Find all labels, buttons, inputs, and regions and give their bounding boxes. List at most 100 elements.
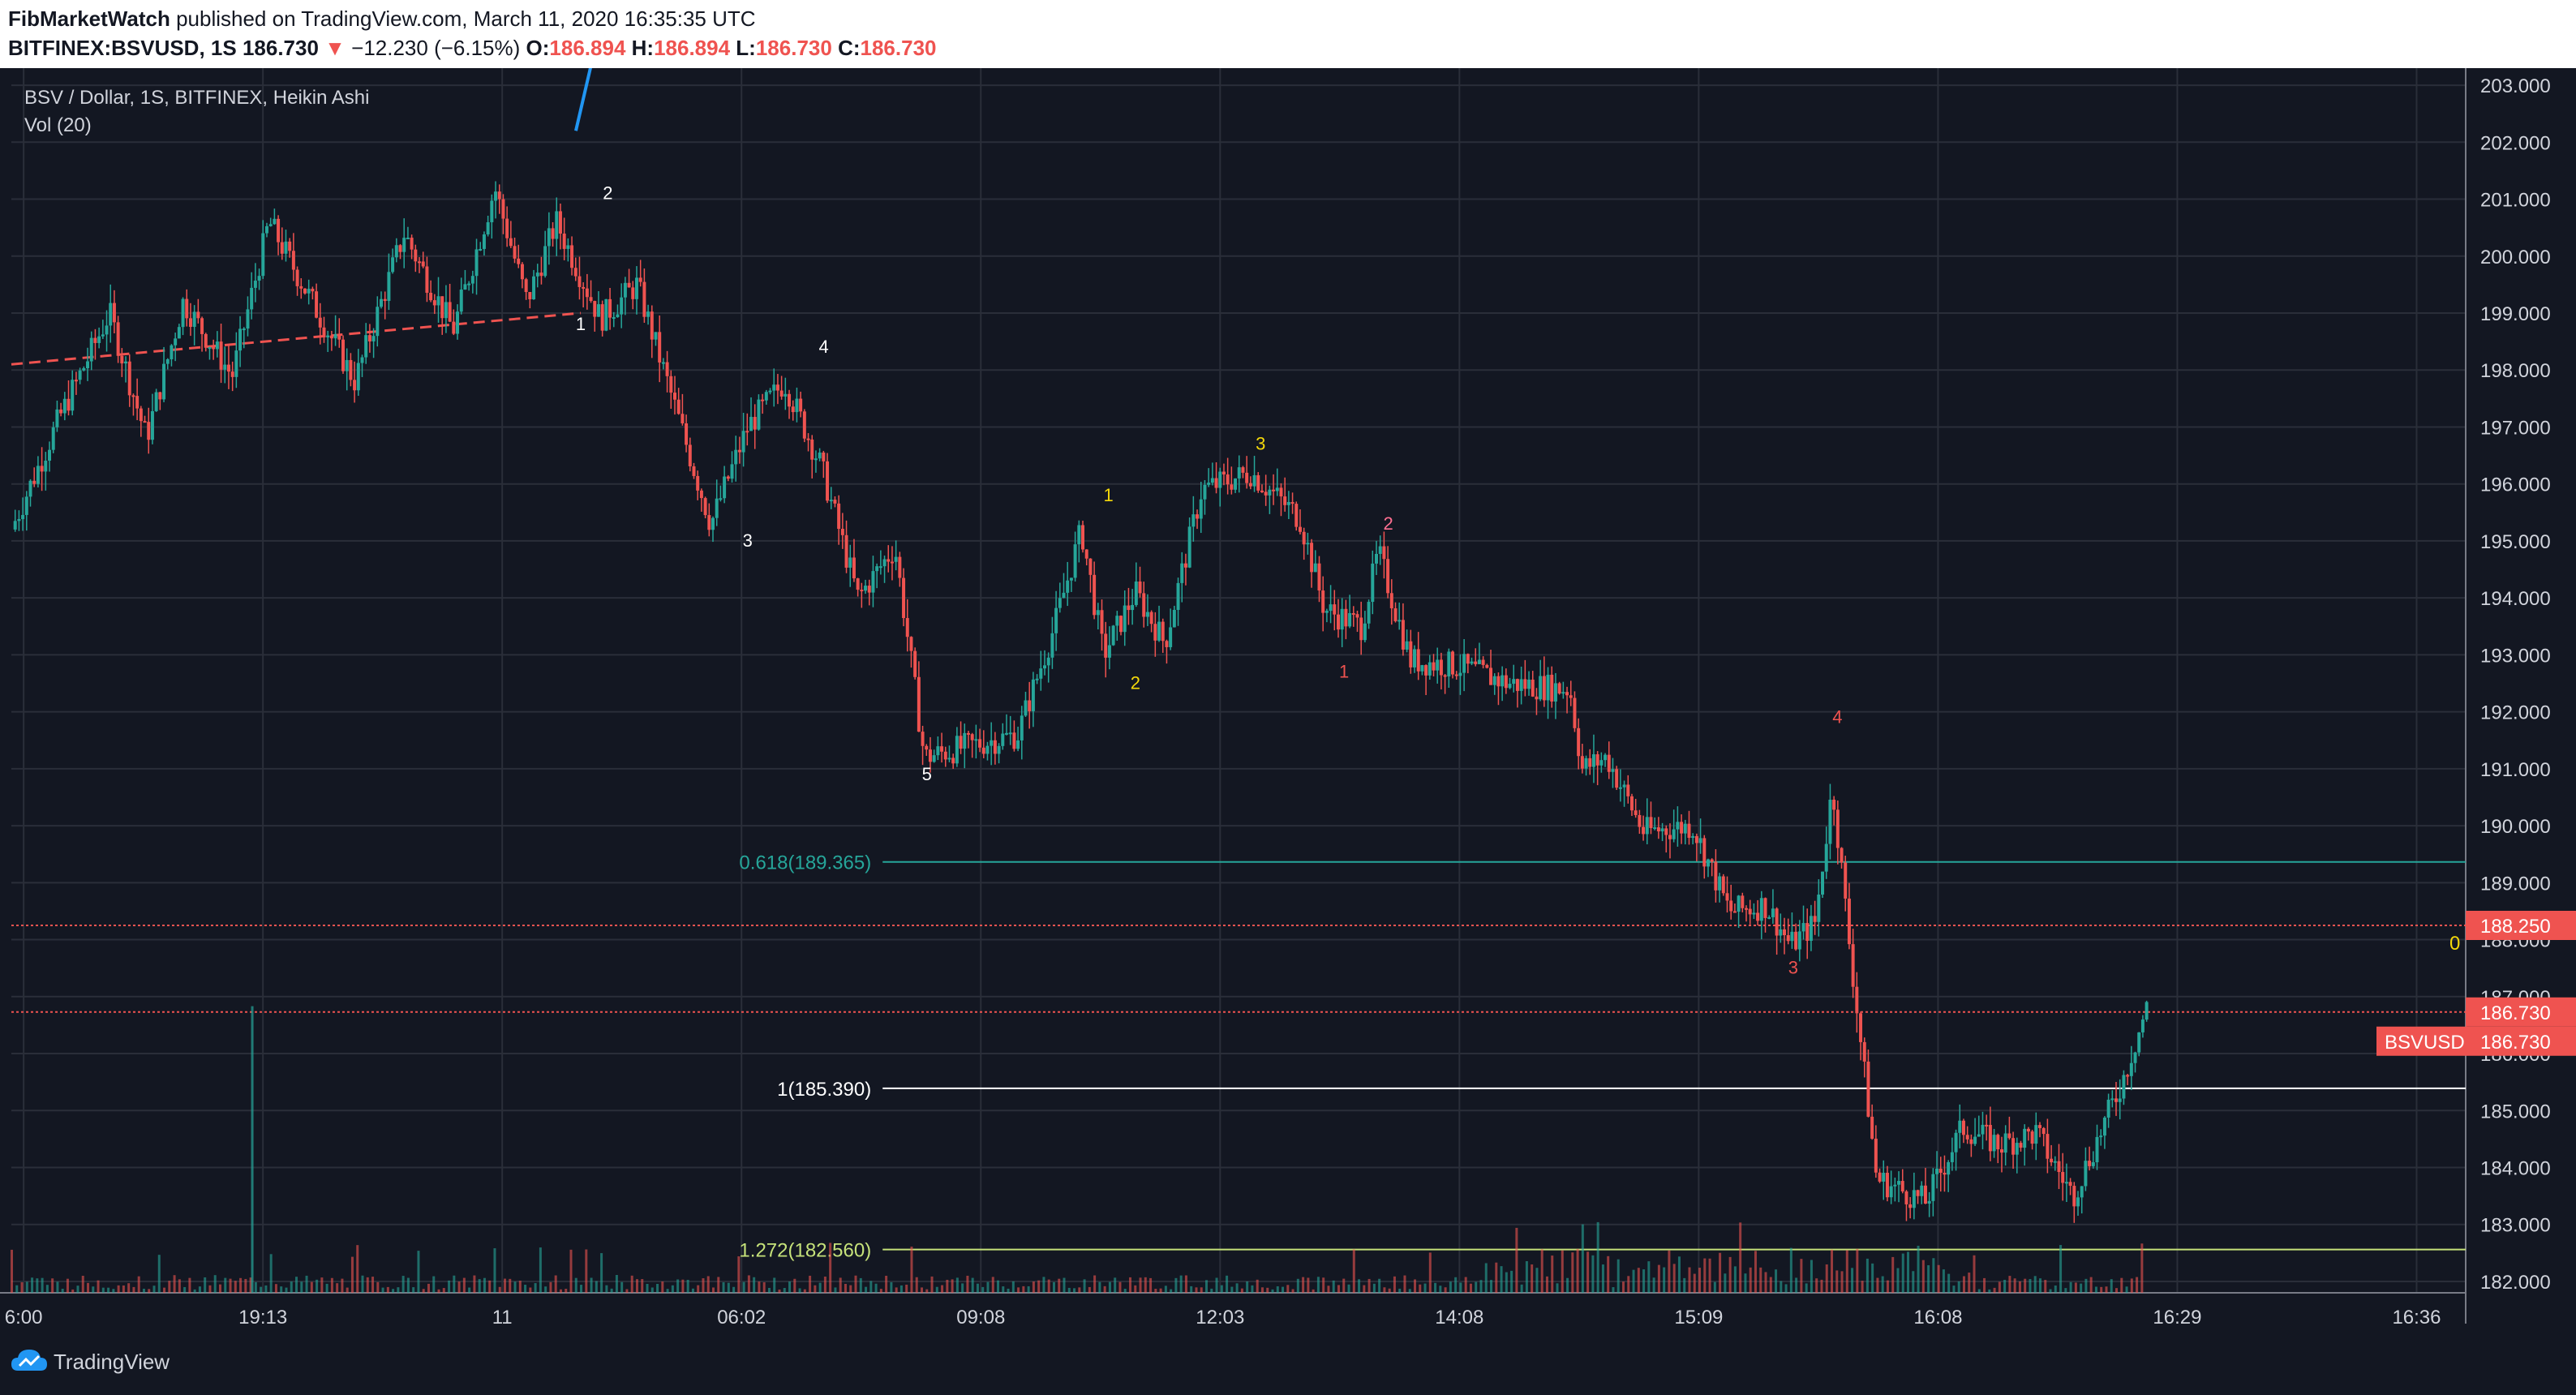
- volume-bar: [1434, 1282, 1437, 1293]
- candle-body: [2140, 1019, 2145, 1032]
- volume-bar: [650, 1287, 654, 1293]
- candle-body: [200, 318, 204, 334]
- volume-bar: [1205, 1280, 1209, 1293]
- candle-body: [753, 417, 757, 430]
- candle-body: [1389, 593, 1393, 609]
- candle-body: [810, 439, 814, 460]
- candle-body: [966, 732, 970, 735]
- candle-body: [1527, 679, 1531, 689]
- price-tick-label: 182.000: [2480, 1272, 2551, 1294]
- candle-body: [1973, 1136, 1977, 1144]
- candle-body: [596, 304, 600, 317]
- volume-bar: [742, 1281, 745, 1293]
- candle-body: [692, 466, 696, 476]
- candle-body: [432, 300, 436, 306]
- volume-bar: [1419, 1284, 1422, 1293]
- candle-body: [1813, 916, 1817, 922]
- author-name[interactable]: FibMarketWatch: [8, 6, 170, 31]
- candle-body: [326, 335, 330, 337]
- volume-bar: [473, 1275, 476, 1293]
- candle-body: [680, 414, 685, 423]
- candle-body: [1367, 602, 1371, 624]
- volume-bar: [280, 1286, 283, 1293]
- volume-bar: [706, 1276, 710, 1293]
- volume-bar: [1093, 1275, 1097, 1293]
- volume-bar: [2136, 1277, 2139, 1293]
- volume-bar: [274, 1284, 277, 1293]
- candle-body: [147, 422, 151, 440]
- volume-bar: [2115, 1288, 2119, 1293]
- volume-bar: [834, 1287, 837, 1293]
- volume-bar: [1159, 1288, 1162, 1293]
- candle-body: [806, 438, 810, 440]
- candle-body: [707, 515, 711, 530]
- volume-bar: [890, 1281, 893, 1293]
- candle-body: [353, 380, 357, 391]
- candle-body: [631, 287, 635, 299]
- candle-body: [223, 364, 227, 370]
- candle-body: [997, 745, 1001, 754]
- low-label: L:: [736, 36, 756, 60]
- candle-body: [528, 292, 532, 300]
- candle-body: [284, 241, 288, 254]
- candle-body: [1470, 661, 1474, 664]
- brand-label[interactable]: TradingView: [54, 1350, 170, 1374]
- volume-bar: [488, 1280, 492, 1293]
- volume-bar: [1495, 1262, 1498, 1293]
- volume-bar: [1921, 1260, 1925, 1293]
- candle-body: [109, 303, 113, 326]
- volume-bar: [97, 1280, 100, 1293]
- candle-body: [1515, 679, 1519, 691]
- candle-body: [1214, 478, 1218, 488]
- symbol-label[interactable]: BITFINEX:BSVUSD, 1S: [8, 36, 237, 60]
- published-text: published on TradingView.com, March 11, …: [176, 6, 756, 31]
- volume-bar: [325, 1283, 328, 1293]
- volume-bar: [930, 1276, 934, 1293]
- candle-body: [1256, 474, 1260, 491]
- volume-bar: [366, 1277, 369, 1293]
- candle-body: [1210, 478, 1214, 483]
- candle-body: [1893, 1184, 1897, 1187]
- candle-body: [1698, 838, 1702, 843]
- candle-body: [1294, 504, 1299, 527]
- candle-body: [1275, 487, 1279, 491]
- candle-body: [1840, 848, 1844, 863]
- volume-bar: [330, 1277, 333, 1293]
- candle-body: [1691, 835, 1695, 839]
- volume-bar: [1591, 1255, 1595, 1293]
- candle-body: [174, 338, 178, 346]
- candle-body: [848, 557, 852, 568]
- candle-body: [311, 289, 315, 292]
- volume-bar: [1677, 1256, 1681, 1293]
- candle-body: [1615, 769, 1619, 788]
- candle-body: [1230, 484, 1234, 490]
- candle-body: [1317, 563, 1321, 591]
- volume-bar: [605, 1285, 608, 1293]
- candle-body: [1088, 558, 1093, 575]
- wave-label: 3: [1256, 434, 1265, 454]
- candle-body: [517, 258, 521, 264]
- candle-body: [1451, 651, 1455, 675]
- candle-body: [1870, 1116, 1874, 1139]
- candle-body: [1900, 1181, 1904, 1191]
- volume-bar: [803, 1289, 806, 1293]
- candle-body: [226, 364, 230, 372]
- price-chart[interactable]: 203.000 202.000 201.000 200.000 199.000 198.0…: [0, 68, 2576, 1324]
- candle-body: [894, 556, 898, 562]
- volume-bar: [823, 1277, 826, 1293]
- candle-body: [1329, 604, 1333, 612]
- candle-body: [634, 277, 638, 299]
- volume-bar: [610, 1288, 613, 1293]
- volume-bar: [254, 1281, 257, 1293]
- candle-body: [1207, 483, 1211, 485]
- candle-body: [852, 557, 856, 579]
- candle-body: [1321, 590, 1325, 613]
- high-value: 186.894: [654, 36, 731, 60]
- candle-body: [1489, 667, 1493, 685]
- tradingview-cloud-icon[interactable]: [10, 1346, 49, 1374]
- volume-bar: [437, 1289, 440, 1293]
- candle-body: [573, 268, 577, 277]
- candle-body: [170, 345, 174, 359]
- candle-body: [1878, 1172, 1882, 1182]
- volume-bar: [885, 1275, 888, 1293]
